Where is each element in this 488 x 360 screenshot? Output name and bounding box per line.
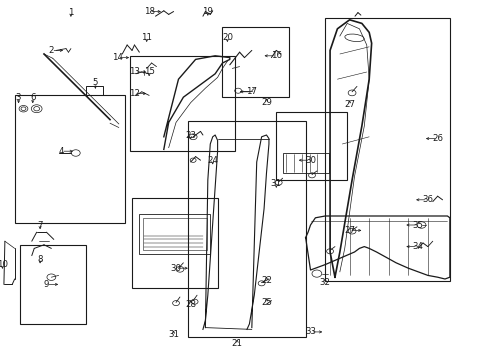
Text: 20: 20 (222, 33, 232, 42)
Bar (139, 214, 210, 254)
Text: 13: 13 (129, 68, 140, 77)
Text: 14: 14 (112, 53, 122, 62)
Text: 34: 34 (412, 242, 423, 251)
Bar (129, 56, 234, 151)
Bar (85, 86, 102, 95)
Text: 15: 15 (143, 68, 154, 77)
Text: 27: 27 (344, 100, 354, 109)
Text: 23: 23 (185, 130, 196, 139)
Text: 2: 2 (48, 46, 54, 55)
Text: 24: 24 (207, 156, 218, 165)
Bar (325, 18, 449, 281)
Text: 3: 3 (16, 93, 21, 102)
Text: 25: 25 (261, 298, 271, 307)
Text: 36: 36 (422, 195, 432, 204)
Text: 35: 35 (412, 220, 423, 230)
Text: 18: 18 (143, 7, 154, 16)
Text: 30: 30 (170, 264, 181, 273)
Text: 33: 33 (305, 328, 315, 336)
Text: 9: 9 (44, 280, 49, 289)
Text: 12: 12 (129, 89, 140, 98)
Text: 26: 26 (431, 134, 442, 143)
Text: 31: 31 (168, 330, 179, 339)
Text: 1: 1 (68, 8, 74, 17)
Text: 29: 29 (261, 98, 271, 107)
Text: 8: 8 (37, 255, 43, 264)
Text: 19: 19 (202, 7, 213, 16)
Bar (276, 112, 346, 180)
Bar (15, 95, 124, 223)
Bar (222, 27, 288, 97)
Text: 27: 27 (344, 226, 354, 235)
Text: 10: 10 (0, 260, 8, 269)
Text: 4: 4 (58, 147, 64, 156)
Text: 7: 7 (37, 220, 43, 230)
Bar (143, 218, 206, 250)
Text: 28: 28 (185, 300, 196, 309)
Bar (188, 121, 305, 337)
Text: 6: 6 (30, 93, 36, 102)
Text: 16: 16 (270, 51, 281, 60)
Text: 31: 31 (270, 179, 281, 188)
Bar (282, 153, 328, 173)
Text: 30: 30 (305, 156, 315, 165)
Bar (132, 198, 217, 288)
Text: 21: 21 (231, 339, 242, 348)
Text: 11: 11 (141, 33, 152, 42)
Text: 22: 22 (261, 276, 271, 285)
Text: 32: 32 (319, 278, 330, 287)
Text: 5: 5 (92, 78, 98, 87)
Bar (20, 245, 85, 324)
Text: 17: 17 (246, 87, 257, 96)
